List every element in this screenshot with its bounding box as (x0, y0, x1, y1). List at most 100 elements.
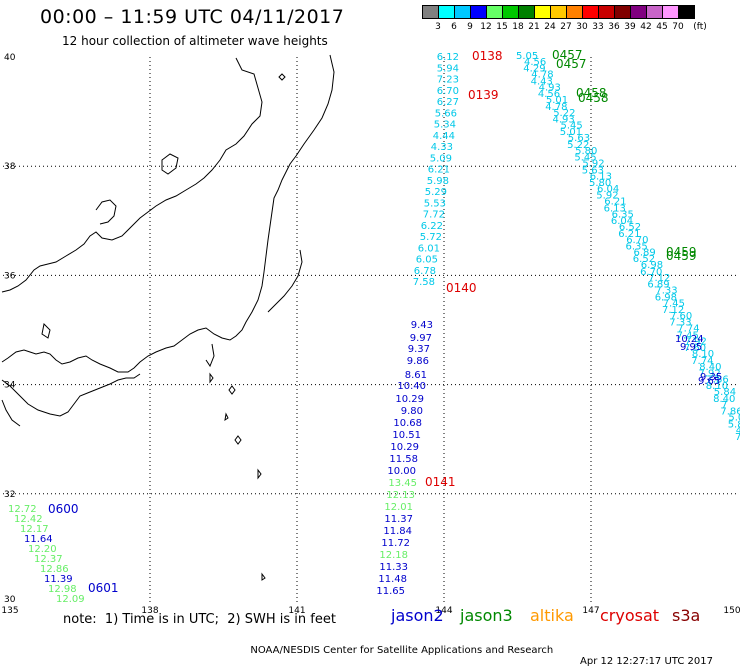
swh-value: 5.01 (560, 127, 582, 138)
swh-value: 12.42 (14, 514, 43, 525)
swh-value: 11.65 (376, 586, 405, 597)
swh-value: 10.68 (393, 418, 422, 429)
swh-value: 7.58 (413, 277, 435, 288)
swh-value: 4.93 (553, 115, 575, 126)
swh-value: 13.45 (388, 478, 417, 489)
latitude-label: 32 (4, 490, 15, 500)
longitude-label: 138 (141, 606, 158, 616)
swh-value: 7.92 (685, 336, 707, 347)
generated-timestamp: Apr 12 12:27:17 UTC 2017 (580, 656, 713, 667)
swh-value: 5.45 (561, 121, 583, 132)
swh-value: 4.56 (538, 89, 560, 100)
swh-value: 6.21 (618, 229, 640, 240)
swh-value: 7.12 (648, 273, 670, 284)
pass-time-label: 0140 (446, 281, 477, 295)
swh-value: 6.89 (634, 248, 656, 259)
swh-value: 9.80 (401, 406, 423, 417)
swh-value: 4.44 (433, 131, 455, 142)
swh-value: 12.72 (8, 504, 37, 515)
swh-value: 5.05 (728, 413, 740, 424)
swh-value: 11.58 (389, 454, 418, 465)
swh-value: 5.29 (425, 187, 447, 198)
swh-value: 4.78 (531, 70, 553, 81)
scale-unit: (ft) (693, 22, 707, 32)
latitude-label: 30 (4, 595, 16, 605)
awaji-island (41, 322, 51, 339)
swh-value: 7.92 (699, 369, 721, 380)
swh-value: 11.33 (379, 562, 408, 573)
scale-label: 36 (608, 22, 620, 32)
pass-time-label: 0457 (556, 57, 587, 71)
scale-label: 27 (560, 22, 572, 32)
swh-value: 6.22 (421, 221, 443, 232)
swh-value: 12.86 (40, 564, 69, 575)
color-scale (422, 5, 695, 19)
boso-peninsula (267, 249, 303, 313)
longitude-label: 147 (582, 606, 599, 616)
swh-value: 8.10 (706, 381, 728, 392)
swh-value: 10.24 (675, 334, 704, 345)
pass-time-label: 0459 (666, 249, 697, 263)
swh-value: 6.78 (414, 266, 436, 277)
scale-label: 3 (435, 22, 441, 32)
swh-value: 5.80 (589, 178, 611, 189)
swh-value: 11.64 (24, 534, 53, 545)
swh-value: 7 (721, 400, 727, 411)
swh-value: 6.04 (597, 184, 619, 195)
swh-value: 6.70 (640, 267, 662, 278)
swh-value: 11.72 (381, 538, 410, 549)
swh-value: 7.72 (423, 210, 445, 221)
swh-value: 5.53 (424, 198, 446, 209)
izu-island-5 (261, 572, 266, 581)
swh-value: 6.21 (428, 165, 450, 176)
latitude-label: 38 (4, 162, 16, 172)
swh-value: 5.84 (728, 419, 740, 430)
noto-peninsula (95, 199, 117, 225)
pass-time-label: 0601 (88, 581, 119, 595)
swh-value: 4.78 (545, 102, 567, 113)
swh-value: 6.35 (626, 242, 648, 253)
latitude-label: 40 (4, 53, 16, 63)
swh-value: 4.29 (736, 425, 740, 436)
swh-value: 12.01 (384, 502, 413, 513)
color-scale-labels: 3 6 9 12 15 18 21 24 27 30 33 36 39 42 45 70 (ft) (422, 22, 740, 34)
honshu-coastline (1, 54, 335, 373)
swh-value: 6.52 (633, 254, 655, 265)
scale-label: 21 (528, 22, 540, 32)
swh-value: 11.84 (383, 526, 412, 537)
swh-value: 12.17 (20, 524, 49, 535)
swh-value: 12.13 (386, 490, 415, 501)
swh-value: 6.13 (590, 171, 612, 182)
swh-value: 5.45 (574, 153, 596, 164)
swh-value: 7.86 (720, 407, 740, 418)
izu-island-1 (228, 385, 236, 395)
swh-value: 9.65 (698, 376, 720, 387)
swh-value: 5.22 (553, 108, 575, 119)
scale-label: 42 (640, 22, 652, 32)
swh-value: 10.51 (392, 430, 421, 441)
satellite-legend-altika: altika (530, 606, 574, 625)
swh-value: 9.35 (700, 372, 722, 383)
credit-footer: NOAA/NESDIS Center for Satellite Applica… (244, 634, 738, 667)
scale-label: 12 (480, 22, 492, 32)
swh-value: 5.66 (435, 108, 457, 119)
swh-value: 6.89 (647, 280, 669, 291)
swh-value: 9.43 (411, 320, 433, 331)
swh-value: 5.34 (434, 120, 456, 131)
scale-label: 6 (451, 22, 457, 32)
kii-peninsula (1, 373, 141, 417)
swh-value: 6.35 (612, 209, 634, 220)
swh-value: 10.00 (387, 466, 416, 477)
swh-value: 7 (735, 432, 740, 443)
pass-time-label: 0139 (468, 88, 499, 102)
swh-value: 5.05 (516, 51, 538, 62)
swh-value: 6.98 (641, 260, 663, 271)
swh-value: 7.86 (707, 375, 729, 386)
swh-value: 5.63 (568, 133, 590, 144)
swh-value: 7.60 (684, 343, 706, 354)
swh-value: 8.40 (699, 362, 721, 373)
swh-value: 5.94 (437, 63, 459, 74)
swh-value: 4.56 (524, 57, 546, 68)
